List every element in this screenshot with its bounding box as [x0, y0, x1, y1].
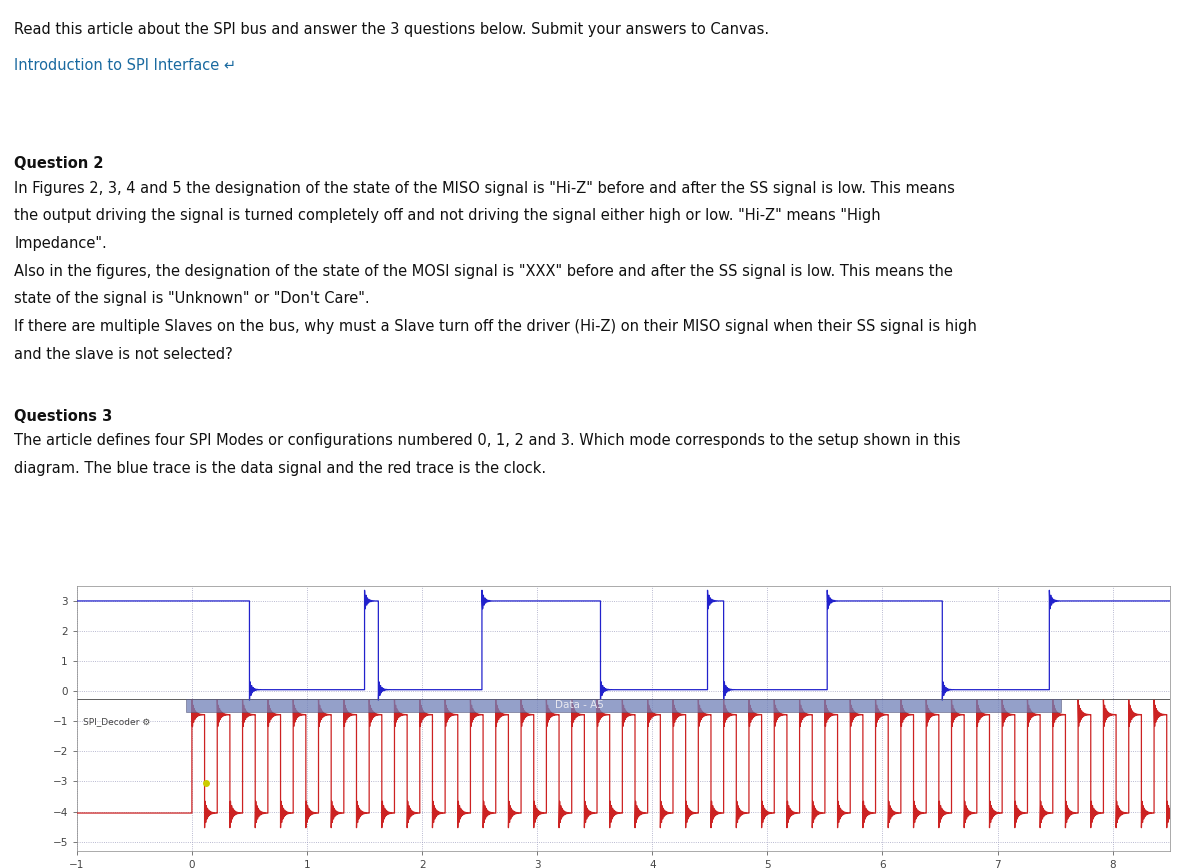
Text: If there are multiple Slaves on the bus, why must a Slave turn off the driver (H: If there are multiple Slaves on the bus,… — [14, 319, 978, 334]
Text: In Figures 2, 3, 4 and 5 the designation of the state of the MISO signal is "Hi-: In Figures 2, 3, 4 and 5 the designation… — [14, 181, 955, 195]
Text: Also in the figures, the designation of the state of the MOSI signal is "XXX" be: Also in the figures, the designation of … — [14, 264, 953, 279]
Text: Read this article about the SPI bus and answer the 3 questions below. Submit you: Read this article about the SPI bus and … — [14, 22, 769, 36]
Text: SPI_Decoder ⚙: SPI_Decoder ⚙ — [83, 717, 150, 727]
Text: Impedance".: Impedance". — [14, 236, 106, 251]
Text: and the slave is not selected?: and the slave is not selected? — [14, 346, 233, 362]
Text: The article defines four SPI Modes or configurations numbered 0, 1, 2 and 3. Whi: The article defines four SPI Modes or co… — [14, 433, 961, 449]
Text: diagram. The blue trace is the data signal and the red trace is the clock.: diagram. The blue trace is the data sign… — [14, 461, 546, 476]
Text: Questions 3: Questions 3 — [14, 409, 112, 424]
Text: the output driving the signal is turned completely off and not driving the signa: the output driving the signal is turned … — [14, 208, 881, 223]
Text: state of the signal is "Unknown" or "Don't Care".: state of the signal is "Unknown" or "Don… — [14, 292, 370, 306]
Bar — [187, 699, 1061, 712]
Text: Question 2: Question 2 — [14, 156, 104, 171]
Text: Data - A5: Data - A5 — [556, 700, 604, 710]
Text: Introduction to SPI Interface ↵: Introduction to SPI Interface ↵ — [14, 58, 236, 73]
